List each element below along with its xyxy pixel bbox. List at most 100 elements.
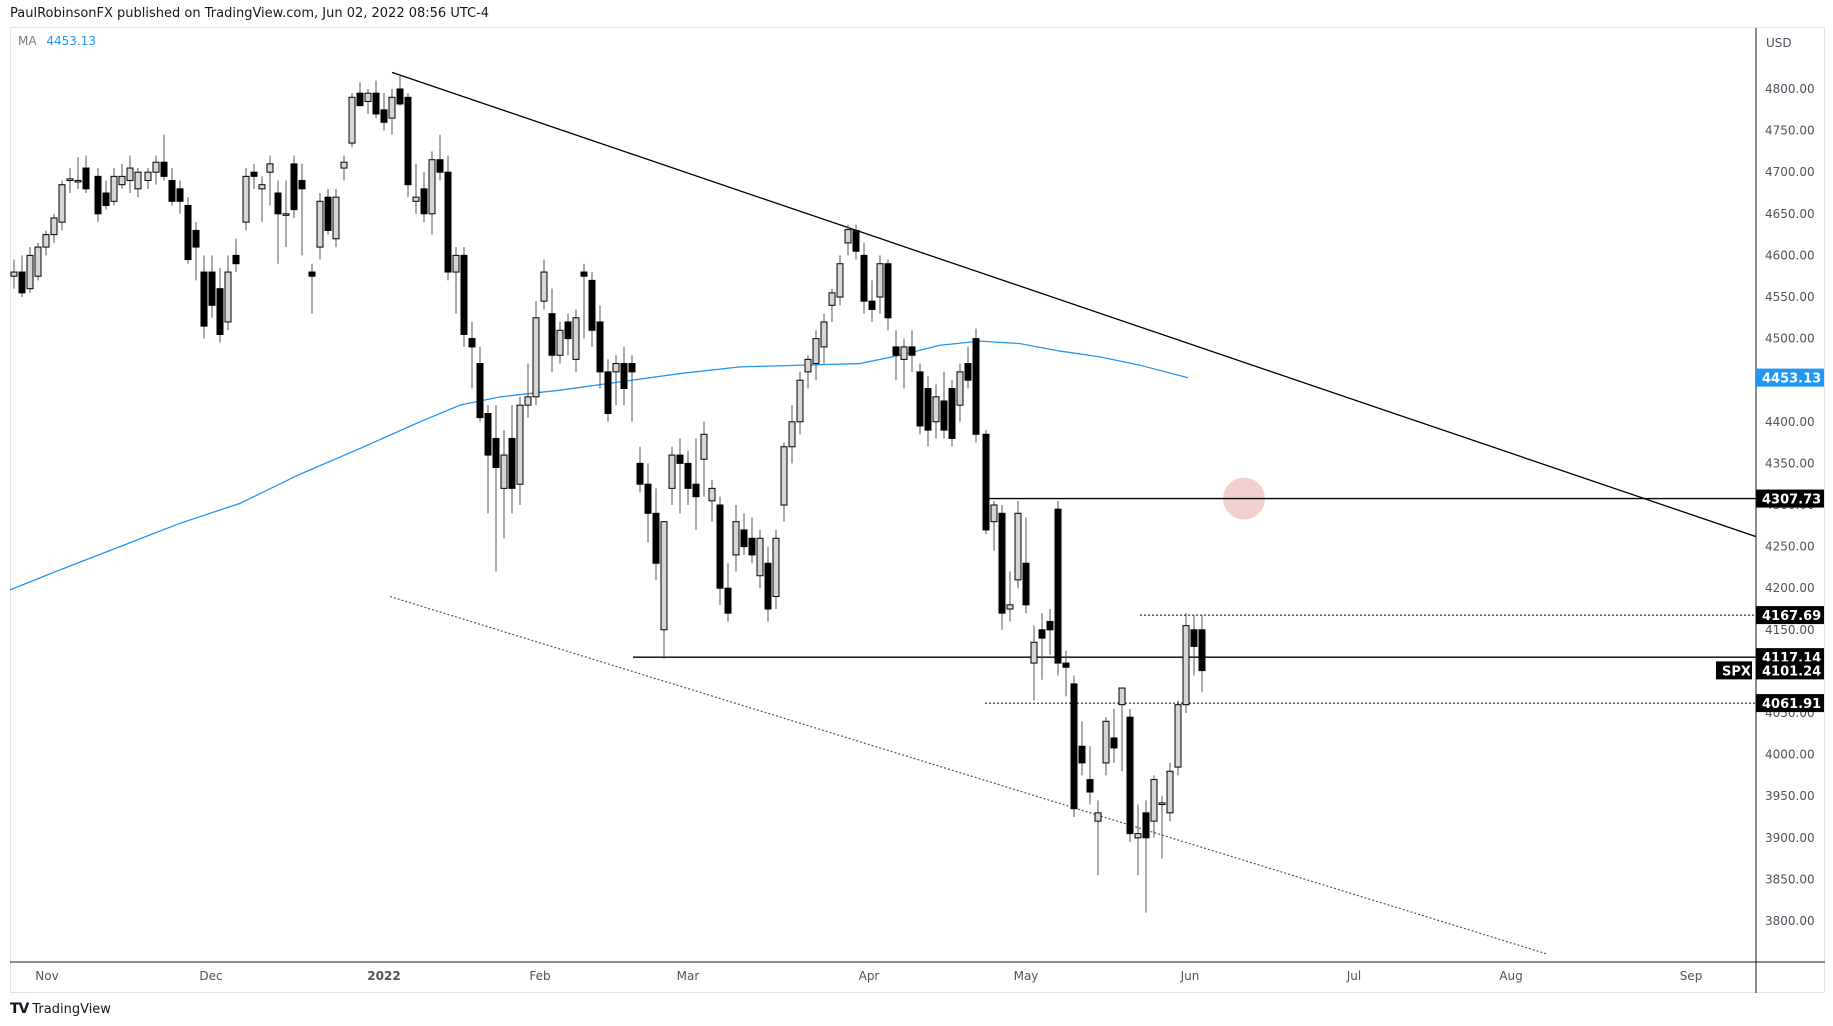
price-label-box xyxy=(1756,606,1824,625)
price-tick-label: 4750.00 xyxy=(1765,124,1815,138)
candle-up xyxy=(1182,625,1190,706)
candle-up xyxy=(500,454,508,489)
candle-up xyxy=(524,396,532,406)
candle-up xyxy=(10,271,18,277)
candle-down xyxy=(892,346,900,356)
candle-up xyxy=(224,271,232,323)
price-label-box xyxy=(1756,368,1824,387)
price-tick-label: 4150.00 xyxy=(1765,623,1815,637)
candle-down xyxy=(884,263,892,319)
ma-legend-label: MA xyxy=(18,34,37,48)
candle-down xyxy=(1046,620,1054,631)
candle-down xyxy=(184,204,192,261)
candle-down xyxy=(724,587,732,614)
time-tick-label: Apr xyxy=(859,969,880,983)
candle-up xyxy=(1134,833,1142,839)
candle-up xyxy=(660,521,668,631)
candle-up xyxy=(828,292,836,306)
candle-up xyxy=(50,217,58,236)
currency-label: USD xyxy=(1766,36,1792,50)
candle-up xyxy=(820,321,828,348)
candle-down xyxy=(548,313,556,356)
publisher-line: PaulRobinsonFX published on TradingView.… xyxy=(10,6,490,21)
price-tick-label: 4550.00 xyxy=(1765,290,1815,304)
candle-up xyxy=(1006,604,1014,610)
candle-up xyxy=(152,161,160,173)
candle-up xyxy=(266,163,274,173)
tradingview-brand: TradingView xyxy=(32,1001,111,1017)
candle-up xyxy=(242,175,250,223)
time-tick-label: May xyxy=(1014,969,1039,983)
candle-up xyxy=(700,433,708,460)
candle-up xyxy=(900,346,908,360)
tradingview-footer[interactable]: TV TradingView xyxy=(10,1001,111,1017)
candle-down xyxy=(102,192,110,206)
candle-down xyxy=(580,271,588,277)
candle-up xyxy=(258,184,266,190)
candle-down xyxy=(216,288,224,335)
time-tick-label: Sep xyxy=(1680,969,1703,983)
candle-down xyxy=(324,196,332,231)
candle-up xyxy=(556,329,564,356)
candle-up xyxy=(388,96,396,119)
candle-up xyxy=(532,317,540,398)
symbol-tag: SPX xyxy=(1722,664,1751,679)
chart-panel[interactable] xyxy=(10,27,1825,993)
candle-up xyxy=(732,521,740,556)
candle-up xyxy=(1030,641,1038,664)
candle-down xyxy=(628,363,636,373)
candle-down xyxy=(596,321,604,373)
candle-up xyxy=(990,504,998,523)
plot-area[interactable] xyxy=(10,71,1756,955)
candle-down xyxy=(420,188,428,215)
price-label-value: 4167.69 xyxy=(1762,609,1821,624)
candle-down xyxy=(652,512,660,564)
candle-down xyxy=(444,171,452,273)
price-tick-label: 3800.00 xyxy=(1765,914,1815,928)
time-tick-label: Aug xyxy=(1499,969,1522,983)
candle-down xyxy=(380,109,388,123)
candle-down xyxy=(924,388,932,431)
candle-up xyxy=(708,487,716,502)
candle-down xyxy=(676,454,684,464)
candle-up xyxy=(668,454,676,489)
candle-up xyxy=(612,363,620,373)
candle-down xyxy=(192,229,200,248)
candle-down xyxy=(176,188,184,202)
candle-up xyxy=(1102,720,1110,764)
ma-legend[interactable]: MA 4453.13 xyxy=(18,34,96,48)
candle-down xyxy=(232,254,240,265)
time-tick-label: Jul xyxy=(1346,969,1361,983)
candle-up xyxy=(144,171,152,182)
candle-up xyxy=(364,92,372,102)
time-tick-label: Dec xyxy=(199,969,222,983)
candle-down xyxy=(1110,737,1118,749)
price-label-value: 4061.91 xyxy=(1762,697,1821,712)
price-tick-label: 4000.00 xyxy=(1765,748,1815,762)
candle-up xyxy=(110,175,118,202)
price-label-value: 4453.13 xyxy=(1762,372,1821,387)
candle-down xyxy=(396,88,404,105)
candle-down xyxy=(1086,779,1094,793)
candle-down xyxy=(1022,562,1030,606)
candle-up xyxy=(780,446,788,506)
price-label-box xyxy=(1756,489,1824,508)
candle-down xyxy=(250,171,258,177)
candle-up xyxy=(58,184,66,223)
candle-up xyxy=(516,404,524,485)
candle-up xyxy=(332,196,340,240)
candle-down xyxy=(604,371,612,414)
candle-up xyxy=(34,246,42,277)
candle-up xyxy=(66,178,74,182)
candle-up xyxy=(348,96,356,144)
price-tick-label: 4500.00 xyxy=(1765,332,1815,346)
price-tick-label: 3850.00 xyxy=(1765,872,1815,886)
price-tick-label: 4800.00 xyxy=(1765,82,1815,96)
candle-down xyxy=(868,300,876,310)
candle-down xyxy=(964,363,972,381)
price-label-box xyxy=(1756,694,1824,713)
candle-up xyxy=(316,200,324,248)
candle-down xyxy=(508,437,516,489)
candle-up xyxy=(956,371,964,406)
